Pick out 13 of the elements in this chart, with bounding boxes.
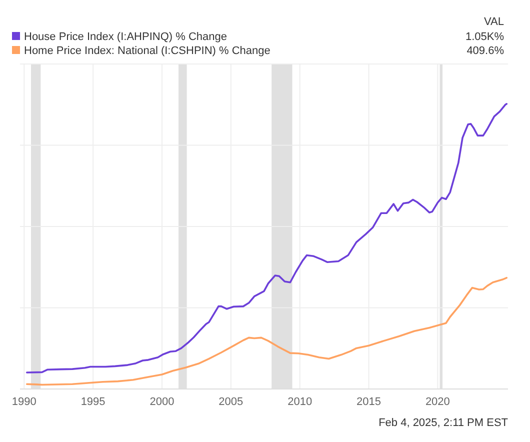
x-tick-label: 2010 [288,396,312,408]
text: 409.6% [466,45,504,57]
x-tick-label: 1995 [80,396,106,408]
legend-label: House Price Index (I:AHPINQ) % Change [24,31,227,43]
x-tick-label: 2015 [356,396,382,408]
text: 1.05K% [465,31,504,43]
x-tick-label: 1990 [12,396,36,408]
text: Feb 4, 2025, 2:11 PM EST [378,417,508,429]
x-tick-label: 2020 [425,396,450,408]
x-tick-label: 2000 [150,396,174,408]
legend-label: Home Price Index: National (I:CSHPIN) % Change [24,45,270,57]
text: VAL [484,16,504,28]
x-tick-label: 2005 [218,396,244,408]
